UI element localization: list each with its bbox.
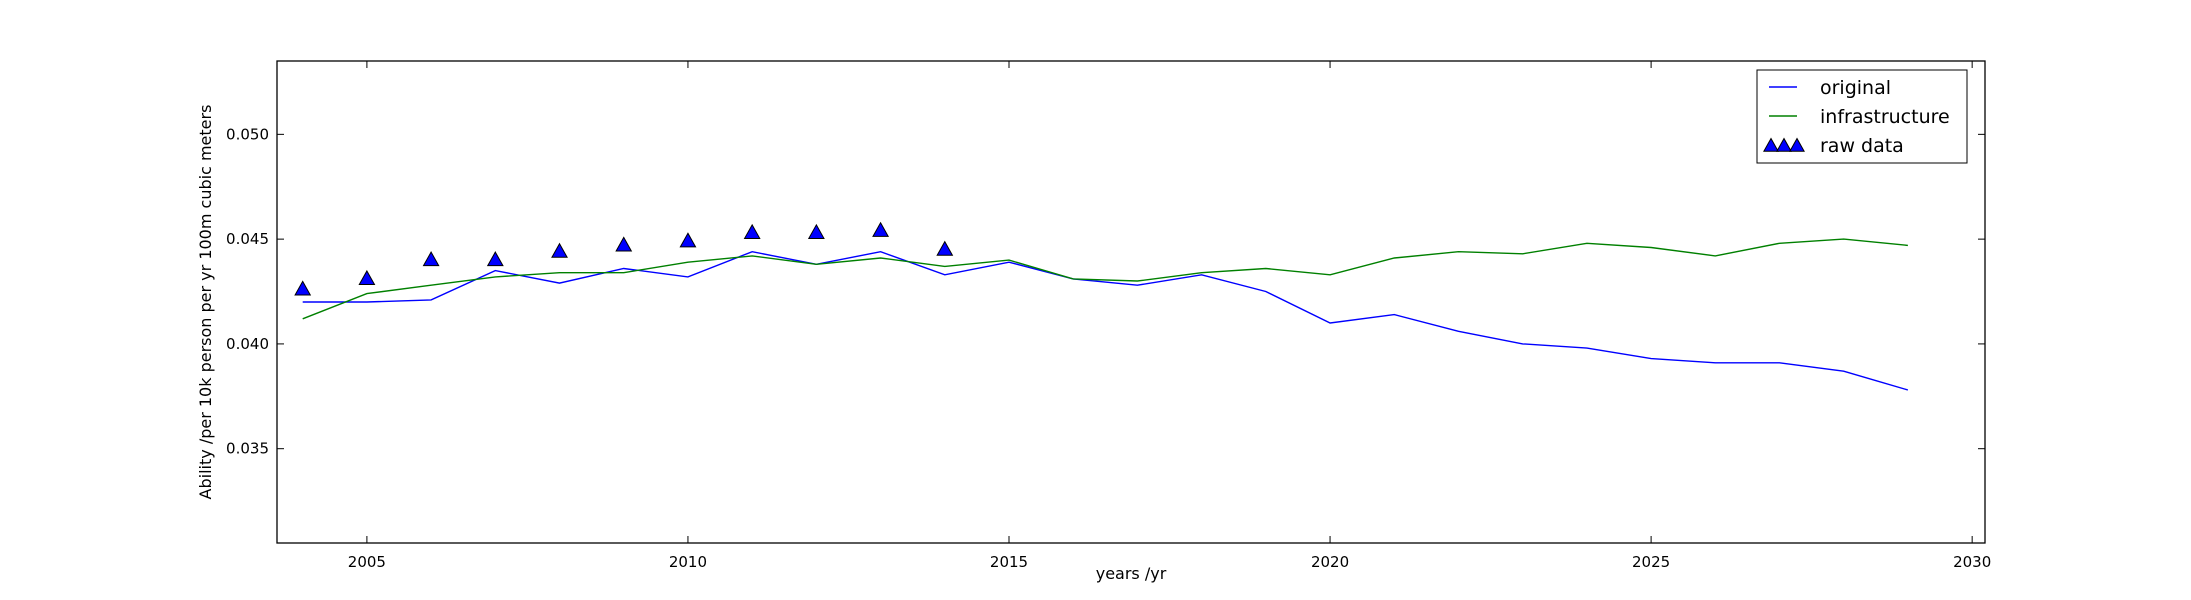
series-layer	[294, 221, 1909, 391]
y-tick-label: 0.050	[226, 125, 269, 143]
raw-data-point	[807, 223, 825, 239]
legend-label: raw data	[1820, 135, 1904, 157]
raw-data-point	[743, 223, 761, 239]
legend: original infrastructure raw data	[1756, 69, 1968, 164]
x-tick-label: 2025	[1632, 553, 1670, 571]
x-tick-label: 2015	[990, 553, 1028, 571]
series-line-infrastructure	[302, 238, 1908, 320]
plot-frame	[276, 60, 1986, 544]
raw-data-point	[422, 251, 440, 267]
raw-data-point	[936, 240, 954, 256]
y-axis-label: Ability /per 10k person per yr 100m cubi…	[196, 105, 215, 500]
ticks-layer: 2005 2010 2015 2020 2025 2030 0.035 0.040 0.045 0…	[226, 61, 1991, 571]
y-tick-label: 0.035	[226, 440, 269, 458]
legend-swatch-marker	[1763, 137, 1779, 152]
y-tick-label: 0.040	[226, 335, 269, 353]
legend-swatch-marker	[1789, 137, 1805, 152]
y-tick-label: 0.045	[226, 230, 269, 248]
legend-label: original	[1820, 77, 1891, 99]
raw-data-point	[551, 242, 568, 258]
raw-data-point	[294, 280, 312, 296]
raw-data-point	[615, 236, 633, 252]
x-axis-label: years /yr	[1096, 564, 1167, 583]
x-tick-label: 2005	[348, 553, 386, 571]
raw-data-point	[872, 221, 890, 237]
raw-data-point	[358, 269, 376, 286]
legend-swatch-marker	[1776, 137, 1792, 152]
series-line-original	[302, 250, 1909, 391]
x-tick-label: 2020	[1311, 553, 1349, 571]
legend-label: infrastructure	[1820, 106, 1950, 128]
raw-data-point	[679, 232, 697, 248]
raw-data-point	[486, 251, 504, 267]
x-tick-label: 2030	[1953, 553, 1991, 571]
x-tick-label: 2010	[669, 553, 707, 571]
